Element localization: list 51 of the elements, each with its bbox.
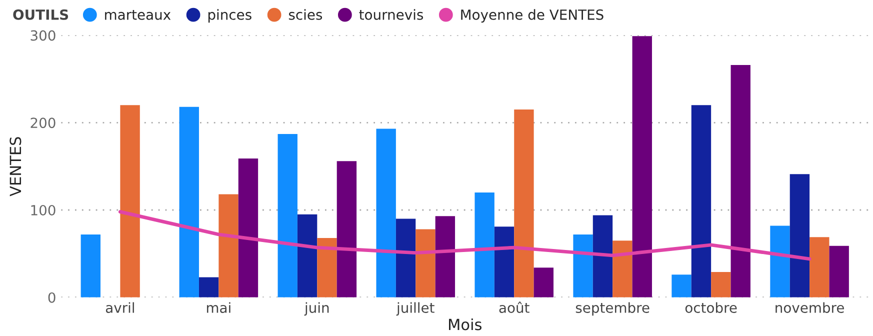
bar	[494, 226, 514, 298]
x-tick-label: septembre	[576, 302, 650, 316]
bar	[612, 240, 632, 298]
bar	[317, 238, 337, 298]
bar	[711, 272, 731, 298]
bar	[770, 226, 790, 298]
y-tick-label: 200	[30, 118, 56, 128]
bar	[179, 106, 199, 298]
bar	[416, 229, 436, 298]
bar	[829, 246, 849, 298]
x-tick-label: octobre	[685, 302, 737, 313]
bar	[632, 36, 652, 298]
bar	[573, 234, 593, 298]
bar	[592, 215, 613, 298]
legend-label: scies	[288, 9, 322, 20]
bar	[810, 237, 830, 298]
y-tick-label: 0	[48, 292, 56, 303]
y-tick-label: 100	[31, 204, 56, 216]
bar	[297, 214, 318, 298]
x-tick-label: août	[499, 302, 530, 313]
line-series	[118, 210, 812, 261]
bar	[672, 274, 692, 298]
x-tick-label: mai	[206, 302, 230, 313]
legend-label: Moyenne de VENTES	[461, 9, 604, 23]
x-axis-title: Mois	[449, 318, 482, 330]
legend-label: pinces	[208, 9, 252, 23]
x-tick-label: juillet	[396, 302, 434, 316]
bar	[534, 268, 554, 298]
legend-title: OUTILS	[13, 9, 68, 20]
x-tick-label: juin	[304, 302, 329, 316]
legend-label: tournevis	[359, 9, 424, 20]
x-tick-label: novembre	[776, 302, 844, 313]
bar	[376, 128, 396, 298]
bar	[730, 64, 750, 298]
bar	[198, 277, 219, 298]
bar	[336, 161, 357, 298]
bar	[238, 158, 258, 298]
y-tick-label: 300	[30, 30, 56, 41]
bar	[790, 174, 810, 298]
bar	[691, 105, 712, 298]
bar	[396, 218, 416, 298]
bar	[80, 234, 100, 298]
bar	[435, 216, 456, 298]
bar	[218, 194, 238, 298]
bar	[120, 105, 140, 298]
y-axis-title: VENTES	[10, 137, 22, 196]
bar	[514, 110, 534, 298]
bar	[474, 192, 494, 298]
bar	[278, 134, 298, 298]
x-tick-label: avril	[106, 302, 134, 313]
legend-label: marteaux	[105, 10, 171, 20]
